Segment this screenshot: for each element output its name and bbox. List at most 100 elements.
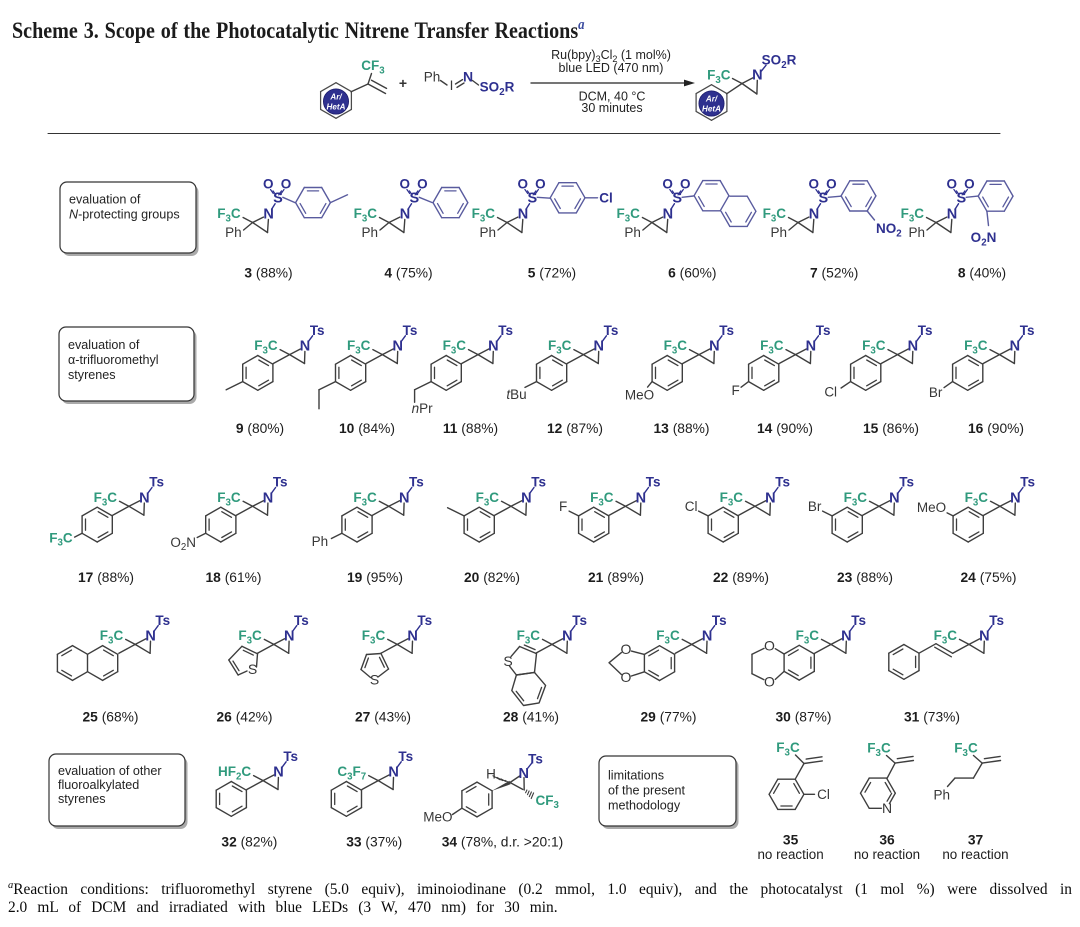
svg-text:Ph: Ph bbox=[225, 225, 242, 240]
svg-text:9 (80%): 9 (80%) bbox=[236, 421, 284, 436]
svg-text:N: N bbox=[263, 490, 273, 506]
svg-text:F3​C: F3​C bbox=[347, 338, 371, 356]
svg-text:Ts: Ts bbox=[273, 475, 288, 490]
svg-text:F3​C: F3​C bbox=[362, 628, 386, 646]
svg-text:Ts: Ts bbox=[155, 613, 170, 628]
svg-text:Ts: Ts bbox=[1020, 323, 1035, 338]
svg-text:CF3​: CF3​ bbox=[361, 58, 385, 76]
svg-text:O: O bbox=[620, 669, 631, 685]
svg-text:F3​C: F3​C bbox=[217, 490, 241, 508]
svg-text:O: O bbox=[620, 641, 631, 657]
svg-text:32 (82%): 32 (82%) bbox=[221, 835, 277, 850]
svg-text:F3​C: F3​C bbox=[656, 628, 680, 646]
svg-text:25 (68%): 25 (68%) bbox=[83, 710, 139, 725]
svg-text:O: O bbox=[517, 176, 528, 191]
svg-text:N: N bbox=[765, 490, 775, 506]
svg-text:F3​C: F3​C bbox=[844, 490, 868, 508]
svg-text:O: O bbox=[417, 176, 428, 191]
svg-text:Ru(bpy)3​Cl2​ (1 mol%): Ru(bpy)3​Cl2​ (1 mol%) bbox=[551, 48, 671, 64]
svg-text:F3​C: F3​C bbox=[867, 741, 891, 759]
svg-text:N: N bbox=[702, 628, 712, 644]
svg-text:F3​C: F3​C bbox=[862, 338, 886, 356]
svg-text:Ts: Ts bbox=[918, 323, 933, 338]
svg-text:Ts: Ts bbox=[417, 613, 432, 628]
svg-text:Ts: Ts bbox=[531, 475, 546, 490]
svg-text:S: S bbox=[956, 190, 966, 206]
svg-text:31 (73%): 31 (73%) bbox=[904, 710, 960, 725]
svg-text:limitations: limitations bbox=[608, 769, 664, 783]
svg-text:O: O bbox=[263, 176, 274, 191]
svg-text:N: N bbox=[488, 339, 498, 355]
svg-text:28 (41%): 28 (41%) bbox=[503, 710, 559, 725]
svg-text:18 (61%): 18 (61%) bbox=[206, 570, 262, 585]
svg-text:methodology: methodology bbox=[608, 799, 681, 813]
svg-text:24 (75%): 24 (75%) bbox=[961, 570, 1017, 585]
svg-text:3 (88%): 3 (88%) bbox=[244, 266, 292, 281]
svg-text:14 (90%): 14 (90%) bbox=[757, 421, 813, 436]
svg-text:Ph: Ph bbox=[312, 534, 329, 549]
svg-text:Ts: Ts bbox=[851, 613, 866, 628]
svg-text:N: N bbox=[400, 207, 410, 223]
svg-text:N: N bbox=[594, 339, 604, 355]
svg-text:35: 35 bbox=[783, 833, 799, 848]
svg-text:N: N bbox=[300, 339, 310, 355]
svg-text:O: O bbox=[764, 637, 775, 653]
svg-text:α-trifluoromethyl: α-trifluoromethyl bbox=[68, 353, 159, 367]
svg-text:F3​C: F3​C bbox=[763, 206, 787, 224]
svg-text:Br: Br bbox=[808, 499, 822, 514]
svg-text:Ph: Ph bbox=[424, 70, 441, 85]
svg-text:Ts: Ts bbox=[572, 613, 587, 628]
svg-text:F3​C: F3​C bbox=[517, 628, 541, 646]
svg-text:N: N bbox=[145, 628, 155, 644]
svg-text:F3​C: F3​C bbox=[49, 530, 73, 548]
svg-text:Ph: Ph bbox=[908, 225, 925, 240]
svg-text:Ts: Ts bbox=[646, 475, 661, 490]
svg-text:HetA: HetA bbox=[327, 102, 346, 111]
svg-text:Ts: Ts bbox=[294, 613, 309, 628]
svg-text:F3​C: F3​C bbox=[720, 490, 744, 508]
svg-text:Ts: Ts bbox=[816, 323, 831, 338]
svg-text:Ts: Ts bbox=[899, 475, 914, 490]
svg-text:N: N bbox=[388, 765, 398, 781]
svg-text:36: 36 bbox=[879, 833, 895, 848]
svg-text:N: N bbox=[752, 68, 762, 84]
svg-text:F3​C: F3​C bbox=[590, 490, 614, 508]
svg-text:N: N bbox=[139, 490, 149, 506]
svg-text:N: N bbox=[636, 490, 646, 506]
svg-text:CF3​: CF3​ bbox=[536, 793, 560, 811]
svg-text:Cl: Cl bbox=[817, 787, 830, 802]
svg-text:F3​C: F3​C bbox=[353, 490, 377, 508]
svg-text:F3​C: F3​C bbox=[954, 741, 978, 759]
svg-text:S: S bbox=[248, 661, 257, 677]
svg-text:F3​C: F3​C bbox=[964, 338, 988, 356]
svg-text:F: F bbox=[731, 383, 739, 398]
svg-text:I: I bbox=[450, 78, 454, 93]
svg-text:F3​C: F3​C bbox=[472, 206, 496, 224]
svg-text:26 (42%): 26 (42%) bbox=[217, 710, 273, 725]
svg-text:SO2​R: SO2​R bbox=[762, 53, 797, 71]
svg-text:F3​C: F3​C bbox=[776, 740, 800, 758]
svg-text:F3​C: F3​C bbox=[354, 206, 378, 224]
svg-text:O: O bbox=[662, 176, 673, 191]
svg-text:29 (77%): 29 (77%) bbox=[641, 710, 697, 725]
svg-text:nPr: nPr bbox=[412, 401, 434, 416]
svg-text:S: S bbox=[273, 190, 283, 206]
svg-text:19 (95%): 19 (95%) bbox=[347, 570, 403, 585]
svg-text:23 (88%): 23 (88%) bbox=[837, 570, 893, 585]
svg-text:S: S bbox=[527, 190, 537, 206]
svg-text:30 (87%): 30 (87%) bbox=[776, 710, 832, 725]
svg-text:F3​C: F3​C bbox=[254, 338, 278, 356]
svg-text:Ts: Ts bbox=[528, 751, 543, 766]
svg-text:Ts: Ts bbox=[409, 475, 424, 490]
svg-text:of the present: of the present bbox=[608, 784, 686, 798]
svg-text:MeO: MeO bbox=[423, 810, 452, 825]
svg-text:F3​C: F3​C bbox=[707, 68, 731, 86]
svg-text:NO2​: NO2​ bbox=[876, 221, 902, 239]
svg-text:37: 37 bbox=[968, 833, 984, 848]
svg-text:Cl: Cl bbox=[824, 385, 837, 400]
svg-text:HetA: HetA bbox=[702, 104, 721, 113]
svg-text:Ts: Ts bbox=[149, 475, 164, 490]
svg-text:33 (37%): 33 (37%) bbox=[346, 835, 402, 850]
svg-text:Ts: Ts bbox=[775, 475, 790, 490]
svg-text:N: N bbox=[809, 207, 819, 223]
